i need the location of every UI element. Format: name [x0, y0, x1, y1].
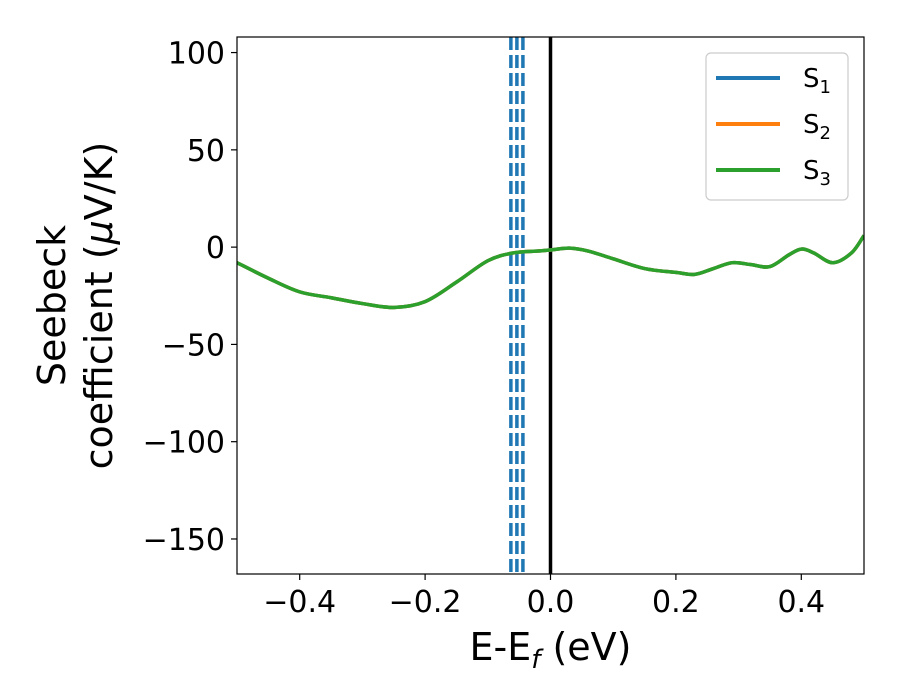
legend-label-S2: S2: [803, 110, 831, 144]
y-axis-ticks: 100 50 0 −50 −100 −150: [143, 37, 237, 558]
x-axis-title: E-Ef (eV): [470, 625, 632, 675]
y-tick-label: −100: [143, 426, 225, 461]
x-tick-label: −0.2: [389, 585, 462, 620]
legend-label-S3: S3: [803, 156, 831, 190]
x-axis-ticks: −0.4 −0.2 0.0 0.2 0.4: [263, 574, 825, 620]
legend: S1 S2 S3: [705, 52, 849, 201]
y-tick-label: −150: [143, 523, 225, 558]
x-tick-label: 0.0: [527, 585, 575, 620]
series-line-S3: [237, 234, 864, 310]
series-group: [237, 234, 864, 310]
legend-label-S1: S1: [803, 64, 831, 98]
y-tick-label: 100: [168, 37, 225, 72]
legend-box: [705, 52, 849, 201]
x-tick-label: 0.2: [652, 585, 700, 620]
y-tick-label: 0: [206, 231, 225, 266]
y-tick-label: −50: [162, 328, 225, 363]
y-tick-label: 50: [187, 134, 225, 169]
x-tick-label: −0.4: [263, 585, 336, 620]
x-tick-label: 0.4: [777, 585, 825, 620]
y-axis-title: Seebeckcoefficient (μV/K): [30, 142, 121, 470]
